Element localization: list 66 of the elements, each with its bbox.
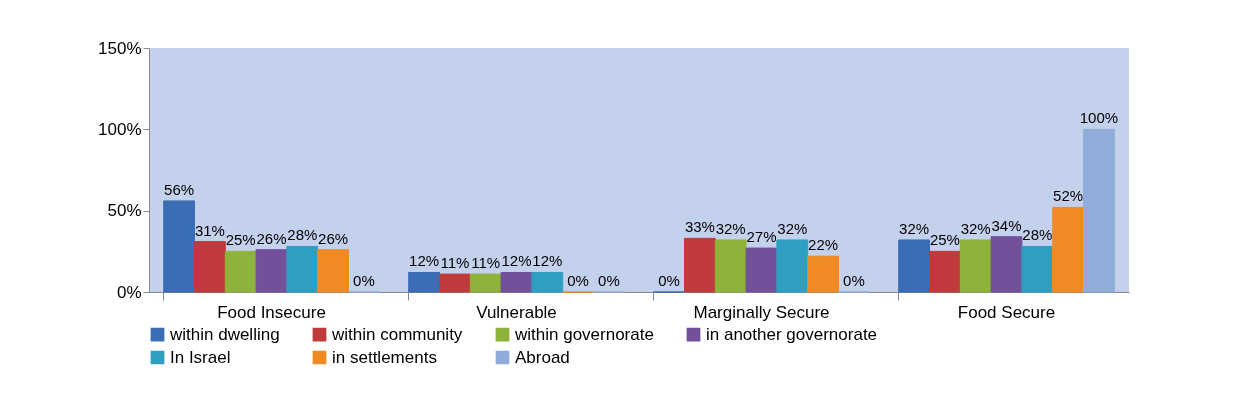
bar — [959, 239, 992, 293]
legend-label: Abroad — [515, 347, 570, 367]
data-label: 32% — [777, 219, 808, 237]
legend-label: within governorate — [514, 324, 654, 344]
data-label: 12% — [409, 252, 440, 270]
data-label: 0% — [598, 272, 620, 289]
data-label: 32% — [715, 219, 746, 237]
bar — [1052, 206, 1084, 293]
data-label: 25% — [929, 231, 960, 249]
x-tick-label: Marginally Secure — [693, 302, 830, 322]
data-label: 27% — [746, 228, 777, 246]
bar — [990, 236, 1023, 293]
data-label: 0% — [353, 272, 375, 289]
data-label: 12% — [532, 252, 563, 270]
data-label: 52% — [1053, 187, 1084, 205]
bar — [439, 273, 471, 293]
data-label: 28% — [1022, 226, 1053, 244]
bar — [898, 239, 930, 293]
data-label: 22% — [808, 236, 839, 254]
data-label: 25% — [225, 231, 256, 249]
bar — [745, 247, 778, 293]
bar — [224, 250, 257, 293]
data-label: 0% — [658, 272, 680, 289]
y-tick-label: 150% — [98, 38, 142, 58]
legend-label: in another governorate — [706, 324, 878, 344]
bar — [807, 255, 839, 293]
bar — [408, 271, 440, 293]
data-label: 26% — [318, 229, 349, 247]
data-label: 31% — [194, 221, 225, 239]
y-tick-label: 0% — [116, 282, 142, 302]
y-tick-label: 100% — [98, 119, 142, 139]
legend-label: In Israel — [170, 347, 231, 367]
data-label: 12% — [501, 252, 532, 270]
bar — [684, 237, 716, 293]
bar — [776, 239, 809, 293]
y-tick-label: 50% — [107, 201, 142, 221]
data-label: 34% — [991, 216, 1022, 234]
bar — [1083, 128, 1115, 293]
x-tick-label: Vulnerable — [476, 302, 557, 322]
x-tick-label: Food Insecure — [217, 302, 326, 322]
x-tick-label: Food Secure — [957, 302, 1056, 322]
bar — [163, 200, 195, 293]
legend-label: within dwelling — [169, 324, 280, 344]
legend-label: within community — [331, 324, 463, 344]
legend-label: in settlements — [332, 347, 437, 367]
bar — [531, 271, 564, 293]
data-label: 32% — [899, 219, 930, 237]
data-label: 56% — [164, 180, 195, 198]
data-label: 33% — [684, 218, 715, 236]
data-label: 11% — [440, 254, 470, 272]
bar — [286, 245, 319, 293]
data-label: 0% — [843, 272, 865, 289]
data-label: 11% — [471, 254, 501, 272]
bar — [469, 273, 502, 293]
data-label: 32% — [960, 219, 991, 237]
bar — [255, 249, 288, 293]
bar — [714, 239, 747, 293]
bar — [500, 271, 533, 293]
bar — [317, 249, 349, 293]
data-label: 100% — [1079, 109, 1119, 127]
bar — [929, 250, 961, 293]
data-label: 0% — [567, 272, 589, 289]
data-label: 26% — [256, 229, 287, 247]
data-label: 28% — [287, 226, 318, 244]
bar — [194, 241, 226, 293]
bar — [1021, 245, 1054, 293]
